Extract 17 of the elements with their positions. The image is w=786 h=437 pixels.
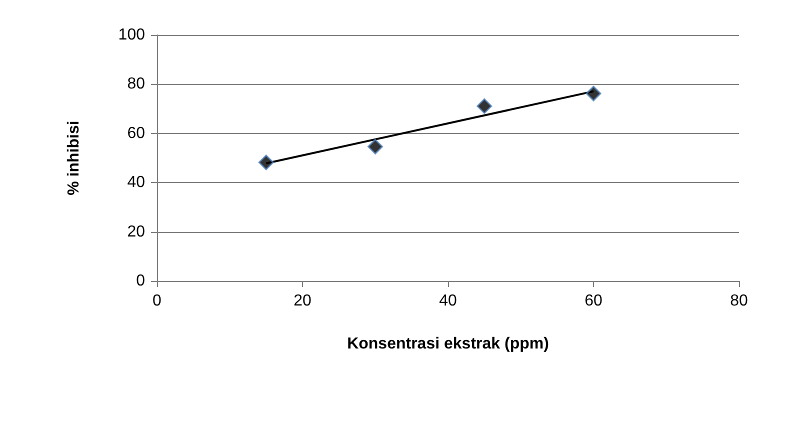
y-axis-title: % inhibisi: [66, 120, 82, 196]
y-tick-label: 100: [118, 26, 146, 44]
y-tick-label: 20: [127, 223, 146, 240]
y-tick-label: 40: [127, 174, 146, 192]
point: [258, 154, 274, 170]
x-tick-label: 40: [439, 292, 457, 310]
x-tick-label: 80: [730, 292, 748, 310]
point: [476, 98, 492, 114]
point: [368, 138, 383, 154]
y-tick-label: 60: [127, 124, 146, 142]
x-axis-title: Konsentrasi ekstrak (ppm): [347, 336, 549, 352]
x-tick-label: 60: [584, 292, 602, 310]
point: [586, 86, 602, 102]
y-tick-label: 80: [127, 76, 146, 93]
y-tick-label: 0: [136, 272, 146, 290]
x-tick-label: 0: [152, 292, 162, 310]
x-tick-label: 20: [294, 292, 312, 310]
